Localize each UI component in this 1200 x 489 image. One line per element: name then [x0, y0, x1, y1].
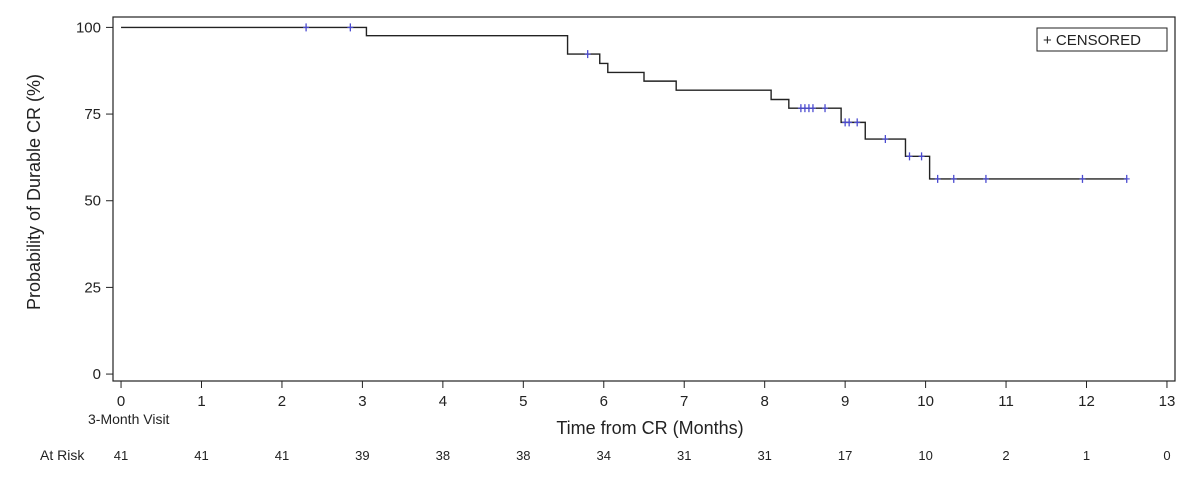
plot-frame [112, 16, 1176, 382]
plot-border [112, 16, 1176, 382]
x-tick-label: 1 [197, 393, 205, 410]
x-tick-label: 4 [439, 393, 447, 410]
x-tick-label: 12 [1078, 393, 1095, 410]
y-tick-label: 0 [93, 366, 101, 383]
x-tick-label: 3 [358, 393, 366, 410]
survival-curve-layer [121, 26, 1127, 180]
legend-box [1036, 27, 1168, 52]
x-tick-label: 10 [917, 393, 934, 410]
y-tick-label: 50 [84, 193, 101, 210]
at-risk-value: 34 [597, 448, 611, 463]
x-tick-label: 9 [841, 393, 849, 410]
y-axis: 0 25 50 75 100 [76, 19, 113, 383]
x-tick-label: 11 [998, 393, 1014, 410]
y-tick-label: 75 [84, 106, 101, 123]
at-risk-value: 31 [677, 448, 691, 463]
at-risk-value: 0 [1163, 448, 1170, 463]
legend: + CENSORED [1036, 27, 1168, 52]
x-tick-label: 7 [680, 393, 688, 410]
three-month-visit-label: 3-Month Visit [88, 411, 170, 427]
x-tick-label: 5 [519, 393, 527, 410]
x-tick-label: 2 [278, 393, 286, 410]
survival-step-line [121, 26, 1127, 180]
at-risk-value: 17 [838, 448, 852, 463]
y-tick-label: 100 [76, 19, 101, 36]
at-risk-value: 31 [757, 448, 771, 463]
y-axis-title: Probability of Durable CR (%) [24, 74, 44, 310]
x-tick-label: 0 [117, 393, 125, 410]
at-risk-value: 2 [1002, 448, 1009, 463]
censor-marks-layer [303, 23, 1130, 183]
at-risk-value: 41 [114, 448, 128, 463]
at-risk-value: 41 [194, 448, 208, 463]
legend-censored-label: + CENSORED [1043, 32, 1141, 49]
x-tick-label: 13 [1159, 393, 1176, 410]
at-risk-value: 39 [355, 448, 369, 463]
y-tick-label: 25 [84, 279, 101, 296]
x-tick-label: 8 [761, 393, 769, 410]
at-risk-value: 38 [516, 448, 530, 463]
at-risk-row: 41 41 41 39 38 38 34 31 31 17 10 2 1 0 [114, 448, 1171, 463]
at-risk-label: At Risk [40, 447, 85, 463]
at-risk-value: 41 [275, 448, 289, 463]
x-axis-title: Time from CR (Months) [556, 418, 743, 438]
x-tick-label: 6 [600, 393, 608, 410]
at-risk-value: 10 [918, 448, 932, 463]
at-risk-value: 1 [1083, 448, 1090, 463]
x-axis: 0 1 2 3 4 5 6 7 8 9 10 11 12 13 [117, 381, 1175, 410]
at-risk-value: 38 [436, 448, 450, 463]
